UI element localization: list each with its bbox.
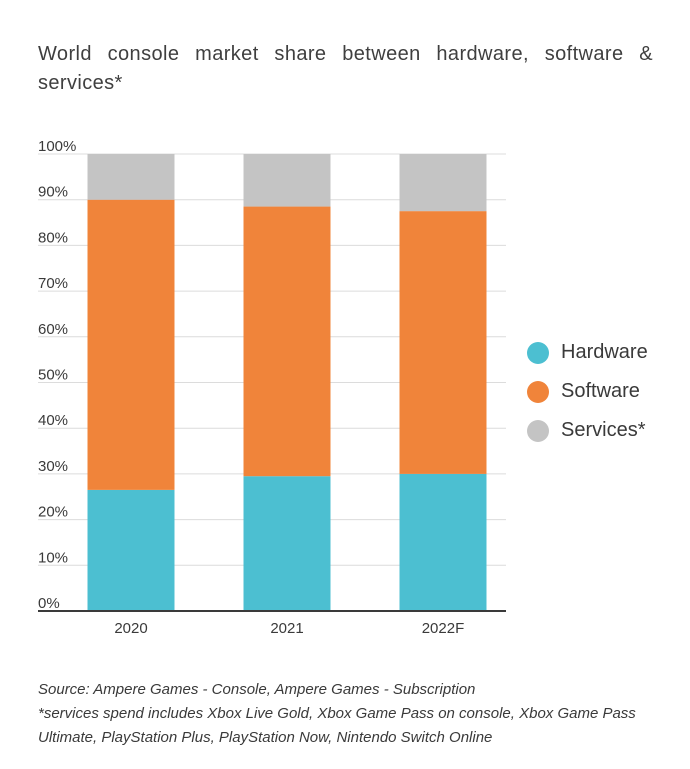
y-tick-label: 70% — [38, 275, 68, 292]
legend-item-hardware: Hardware — [527, 333, 648, 372]
x-tick-label: 2022F — [422, 620, 465, 637]
bar-software-2022f — [399, 211, 487, 474]
legend-item-software: Software — [527, 372, 648, 411]
bar-software-2020 — [87, 199, 175, 490]
legend-label-software: Software — [561, 380, 640, 402]
legend-label-services: Services* — [561, 419, 646, 441]
x-tick-label: 2021 — [270, 620, 303, 637]
y-tick-label: 40% — [38, 412, 68, 429]
legend-label-hardware: Hardware — [561, 341, 648, 363]
chart-title: World console market share between hardw… — [38, 43, 653, 94]
y-tick-label: 30% — [38, 458, 68, 475]
x-tick-label: 2020 — [114, 620, 147, 637]
y-tick-label: 0% — [38, 595, 60, 612]
bar-services-2020 — [87, 154, 175, 200]
source-note: Source: Ampere Games - Console, Ampere G… — [38, 681, 476, 698]
legend-item-services: Services* — [527, 411, 648, 450]
bar-services-2022f — [399, 154, 487, 212]
y-tick-label: 100% — [38, 138, 76, 155]
chart-footnote: Source: Ampere Games - Console, Ampere G… — [38, 678, 658, 750]
y-tick-label: 60% — [38, 321, 68, 338]
legend-swatch-hardware — [527, 341, 549, 364]
bar-software-2021 — [243, 206, 331, 477]
chart-legend: Hardware Software Services* — [527, 333, 648, 450]
y-tick-label: 20% — [38, 504, 68, 521]
legend-swatch-services — [527, 419, 549, 442]
y-tick-label: 90% — [38, 184, 68, 201]
services-note: *services spend includes Xbox Live Gold,… — [38, 705, 636, 746]
y-tick-label: 80% — [38, 229, 68, 246]
y-tick-label: 10% — [38, 549, 68, 566]
bar-hardware-2022f — [399, 473, 487, 611]
bar-hardware-2020 — [87, 489, 175, 611]
chart-plot-area: 0% 10% 20% 30% 40% 50% 60% 70% 80% 90% 100% 2020 202… — [38, 138, 506, 637]
y-tick-label: 50% — [38, 367, 68, 384]
bar-hardware-2021 — [243, 476, 331, 611]
bar-services-2021 — [243, 154, 331, 207]
legend-swatch-software — [527, 380, 549, 403]
